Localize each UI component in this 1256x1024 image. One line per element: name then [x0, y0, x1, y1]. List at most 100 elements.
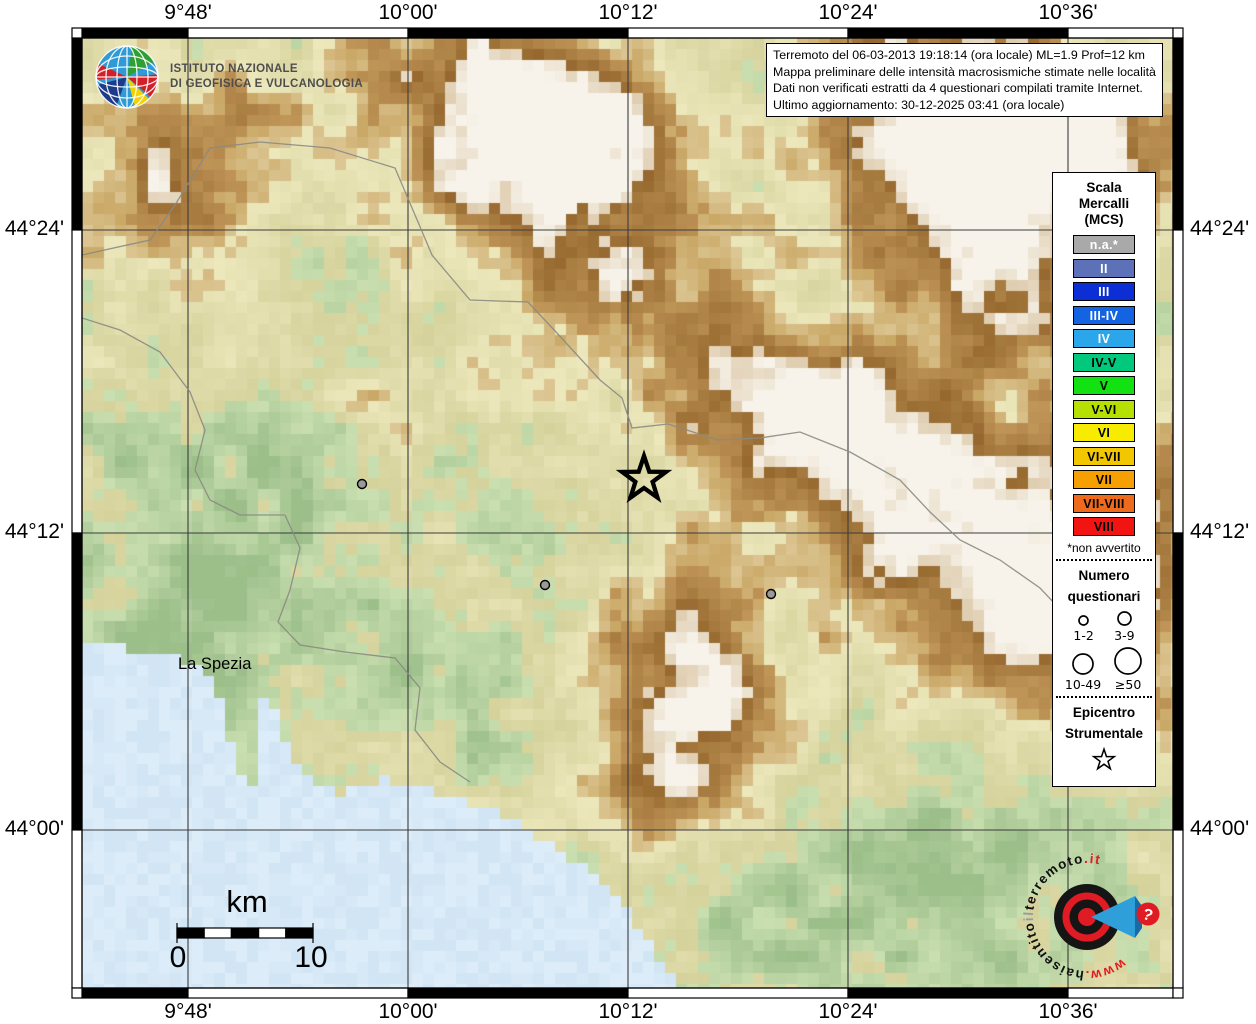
- questionnaires-title: Numero questionari: [1067, 567, 1141, 604]
- frame-band-segment: [627, 987, 849, 999]
- frame-band-segment: [187, 27, 409, 39]
- lon-label-bottom: 10°00': [378, 1000, 438, 1023]
- ingv-logo-globe: [95, 45, 159, 109]
- intensity-chip-vvi: V-VI: [1073, 399, 1135, 419]
- frame-band-segment: [71, 532, 83, 831]
- legend-footnote: *non avvertito: [1067, 540, 1141, 555]
- lat-label-right: 44°12': [1190, 520, 1250, 543]
- questionnaire-size-item: 1-2: [1073, 614, 1094, 643]
- admin-boundaries: [82, 141, 1151, 783]
- intensity-chip-na: n.a.*: [1073, 235, 1135, 254]
- graticule: [82, 38, 1173, 988]
- info-line-updated: Ultimo aggiornamento: 30-12-2025 03:41 (…: [773, 97, 1065, 112]
- questionnaire-circle-icon: [1117, 610, 1132, 626]
- map-frame: [71, 27, 1184, 999]
- info-line-map-type: Mappa preliminare delle intensità macros…: [773, 64, 1156, 79]
- frame-band-segment: [627, 27, 849, 39]
- intensity-chip-iiiiv: III-IV: [1073, 305, 1135, 325]
- intensity-chip-viii: VIII: [1073, 517, 1135, 536]
- frame-band-segment: [81, 987, 189, 999]
- lon-label-top: 10°00': [378, 1, 438, 24]
- questionnaire-circle-icon: [1078, 614, 1089, 626]
- scalebar-end: 10: [294, 941, 328, 974]
- frame-band-segment: [71, 37, 83, 231]
- frame-band-segment: [407, 987, 629, 999]
- lon-label-bottom: 10°24': [818, 1000, 878, 1023]
- frame-band-segment: [1172, 829, 1184, 989]
- scalebar-start: 0: [169, 941, 187, 974]
- frame-band-segment: [1172, 987, 1184, 999]
- lon-label-top: 10°36': [1038, 1, 1098, 24]
- epicenter-legend-title: Epicentro Strumentale: [1064, 704, 1144, 741]
- intensity-chip-ivv: IV-V: [1073, 352, 1135, 372]
- questionnaire-size-label: 10-49: [1064, 676, 1102, 692]
- lat-label-right: 44°00': [1190, 817, 1250, 840]
- locality-marker: [539, 579, 551, 591]
- epicenter-star-legend-icon: [1091, 746, 1117, 771]
- agency-name-line1: ISTITUTO NAZIONALE: [170, 63, 298, 75]
- frame-band-segment: [1172, 532, 1184, 831]
- questionnaire-sizes-row1: 1-2 3-9: [1053, 610, 1155, 643]
- frame-band-segment: [1172, 27, 1184, 39]
- city-label-la-spezia: La Spezia: [178, 655, 252, 673]
- questionnaire-size-label: ≥50: [1114, 676, 1142, 692]
- scale-bar: [176, 923, 314, 943]
- scalebar-unit: km: [226, 884, 268, 919]
- agency-name-line2: DI GEOFISICA E VULCANOLOGIA: [170, 77, 363, 90]
- frame-band-segment: [1067, 27, 1174, 39]
- intensity-chip-vi: VI: [1073, 423, 1135, 442]
- frame-band-segment: [81, 27, 189, 39]
- separator: [1056, 695, 1152, 698]
- frame-band-segment: [1067, 987, 1174, 999]
- intensity-chip-vii: VII: [1073, 470, 1135, 489]
- intensity-chip-iii: III: [1073, 282, 1135, 301]
- epicenter-star-icon: [615, 449, 673, 504]
- separator: [1056, 558, 1152, 561]
- intensity-chip-ii: II: [1073, 258, 1135, 278]
- lat-label-right: 44°24': [1190, 217, 1250, 240]
- locality-marker: [356, 478, 368, 490]
- questionnaire-circle-icon: [1114, 646, 1142, 675]
- questionnaire-size-label: 3-9: [1114, 627, 1135, 643]
- legend-panel: Scala Mercalli (MCS) n.a.* II III III-IV IV I…: [1052, 172, 1156, 787]
- frame-band-segment: [187, 987, 409, 999]
- intensity-chip-iv: IV: [1073, 329, 1135, 348]
- lat-label-left: 44°00': [4, 817, 64, 840]
- lon-label-top: 10°24': [818, 1, 878, 24]
- info-line-data-source: Dati non verificati estratti da 4 questi…: [773, 81, 1143, 96]
- questionnaire-sizes-row2: 10-49 ≥50: [1053, 646, 1155, 692]
- frame-band-segment: [1172, 229, 1184, 534]
- question-badge: [1136, 902, 1160, 926]
- questionnaire-size-item: 10-49: [1065, 652, 1101, 692]
- frame-band-segment: [71, 229, 83, 534]
- locality-markers: [356, 478, 777, 600]
- haisentito-watermark: ? www.haisentitoilterremoto.it: [1021, 851, 1160, 983]
- intensity-chip-v: V: [1073, 376, 1135, 395]
- agency-name: ISTITUTO NAZIONALE DI GEOFISICA E VULCAN…: [170, 62, 363, 91]
- questionnaire-size-label: 1-2: [1073, 627, 1094, 643]
- frame-band-segment: [1172, 37, 1184, 231]
- lon-label-top: 10°12': [598, 1, 658, 24]
- frame-band-segment: [71, 829, 83, 989]
- lon-label-bottom: 10°36': [1038, 1000, 1098, 1023]
- frame-band-segment: [407, 27, 629, 39]
- lat-label-left: 44°24': [4, 217, 64, 240]
- questionnaire-size-item: 3-9: [1114, 610, 1135, 643]
- lon-label-bottom: 10°12': [598, 1000, 658, 1023]
- intensity-chip-viiviii: VII-VIII: [1073, 493, 1135, 513]
- lon-label-bottom: 9°48': [164, 1000, 212, 1023]
- lat-label-left: 44°12': [4, 520, 64, 543]
- frame-band-segment: [71, 27, 83, 39]
- legend-title: Scala Mercalli (MCS): [1078, 180, 1130, 227]
- intensity-scale: n.a.* II III III-IV IV IV-V V V-VI VI VI-VII VII VI…: [1053, 235, 1155, 536]
- frame-band-segment: [71, 987, 83, 999]
- lon-label-top: 9°48': [164, 1, 212, 24]
- intensity-chip-vivii: VI-VII: [1073, 446, 1135, 466]
- info-line-event: Terremoto del 06-03-2013 19:18:14 (ora l…: [773, 48, 1145, 62]
- earthquake-info-box: Terremoto del 06-03-2013 19:18:14 (ora l…: [766, 43, 1163, 118]
- questionnaire-circle-icon: [1072, 652, 1094, 675]
- megaphone-icon: [1091, 896, 1135, 938]
- frame-band-segment: [847, 27, 1069, 39]
